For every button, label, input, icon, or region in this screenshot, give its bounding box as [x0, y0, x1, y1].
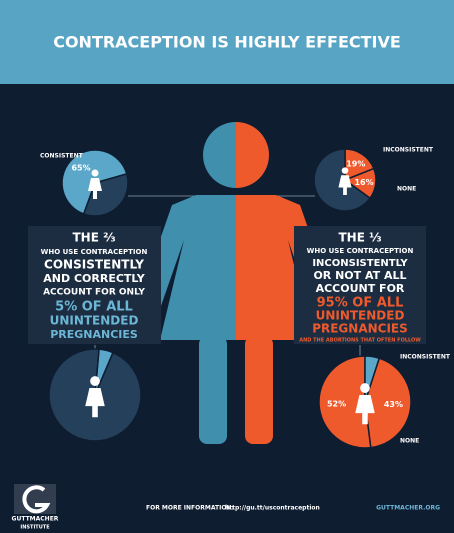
slice-label: 19%: [346, 160, 365, 169]
slice-category: NONE: [397, 186, 416, 193]
block-line: UNINTENDED: [50, 314, 139, 328]
header-band: [0, 0, 454, 84]
person-icon: [341, 167, 349, 174]
slice-category: INCONSISTENT: [383, 147, 434, 154]
slice-label: 52%: [327, 399, 346, 408]
slice-category: CONSISTENT: [40, 153, 84, 160]
slice-category: NONE: [400, 438, 419, 445]
person-icon: [91, 169, 99, 177]
block-line: PREGNANCIES: [50, 328, 138, 341]
site-link[interactable]: GUTTMACHER.ORG: [376, 505, 440, 512]
slice-label: 43%: [384, 400, 403, 409]
logo-mark: [22, 485, 51, 514]
block-line: ACCOUNT FOR: [316, 282, 405, 295]
slice-category: INCONSISTENT: [400, 354, 451, 361]
block-line: UNINTENDED: [316, 309, 405, 323]
slice-label: 65%: [71, 164, 90, 173]
block-line: INCONSISTENTLY: [312, 258, 408, 269]
person-icon: [85, 388, 105, 418]
block-line: 5% OF ALL: [55, 300, 133, 315]
block-line: PREGNANCIES: [312, 322, 408, 336]
block-line: ACCOUNT FOR ONLY: [43, 288, 145, 298]
block-line: 95% OF ALL: [317, 296, 404, 311]
block-line: THE ⅓: [338, 231, 381, 245]
text-box: [294, 226, 426, 344]
person-icon: [360, 383, 370, 393]
block-line: OR NOT AT ALL: [313, 269, 406, 282]
info-url[interactable]: http://gu.tt/uscontraception: [225, 505, 320, 512]
pie-slice: [364, 357, 412, 449]
info-label: FOR MORE INFORMATION:: [146, 505, 234, 512]
slice-label: 16%: [354, 178, 373, 187]
logo-text: GUTTMACHER: [12, 516, 59, 523]
title: CONTRACEPTION IS HIGHLY EFFECTIVE: [53, 33, 401, 52]
person-icon: [88, 178, 102, 199]
person-icon: [338, 175, 352, 196]
block-line: CONSISTENTLY: [44, 258, 144, 272]
block-line: WHO USE CONTRACEPTION: [41, 248, 148, 256]
block-line: AND THE ABORTIONS THAT OFTEN FOLLOW: [299, 338, 421, 344]
block-line: WHO USE CONTRACEPTION: [307, 247, 414, 255]
block-line: AND CORRECTLY: [43, 272, 145, 285]
logo-text: INSTITUTE: [20, 525, 50, 531]
text-box: [28, 226, 161, 344]
person-icon: [90, 376, 100, 386]
pie-slice: [318, 355, 372, 449]
person-icon: [355, 395, 375, 425]
block-line: THE ⅔: [72, 231, 115, 245]
